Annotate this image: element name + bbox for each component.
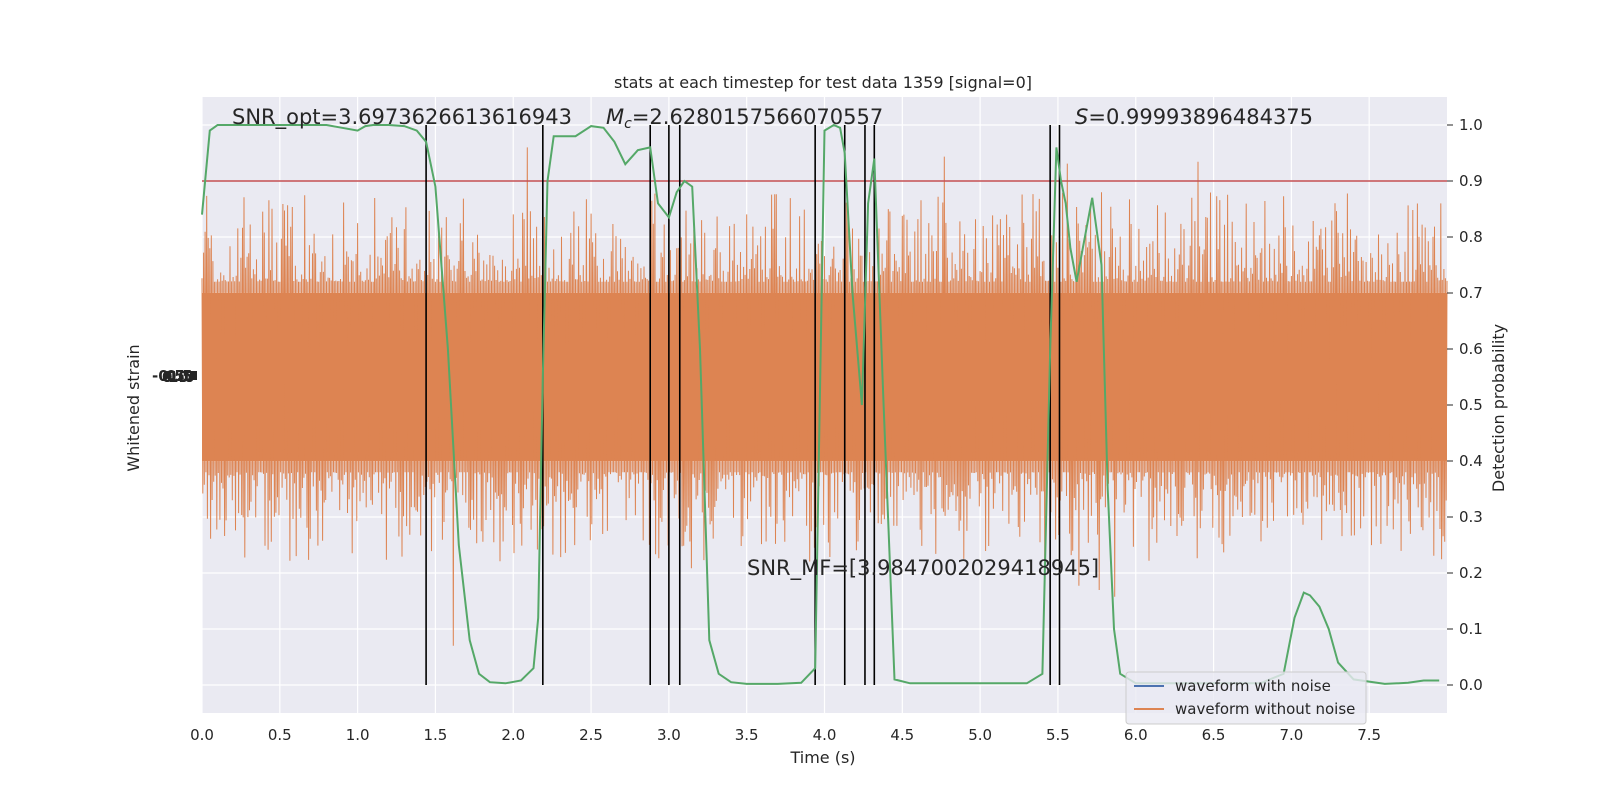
x-tick-label: 5.0 [968,726,992,744]
x-tick-label: 2.5 [579,726,603,744]
x-tick-label: 0.0 [190,726,214,744]
x-tick-label: 7.0 [1279,726,1303,744]
y-tick-label: 0.5 [1459,396,1483,414]
y-tick-label: 0.0 [1459,676,1483,694]
mc-annotation: Mc=2.6280157566070557 [606,105,883,132]
y-tick-label: 0.2 [1459,564,1483,582]
left-tick-mark [190,371,197,380]
left-tick-label: 0.5 [166,367,193,385]
waveform-without-noise-line [201,147,1448,646]
snr-opt-annotation: SNR_opt=3.6973626613616943 [232,105,572,130]
x-axis-label: Time (s) [789,748,855,767]
y-tick-label: 0.8 [1459,228,1483,246]
y-tick-label: 0.1 [1459,620,1483,638]
legend-label-waveform-without-noise: waveform without noise [1175,700,1355,718]
left-tick-label: -0.5 [152,367,185,385]
y-right-axis-ticks: 0.0 0.1 0.2 0.3 0.4 0.5 0.6 0.7 0.8 0.9 1.0 [1447,116,1483,694]
legend: waveform with noise waveform without noi… [1125,671,1367,725]
x-tick-label: 6.0 [1124,726,1148,744]
y-right-axis-label: Detection probability [1489,324,1508,492]
x-tick-label: 0.5 [268,726,292,744]
left-axis-collapsed-ticks: -0.50.00.51.0 [152,367,197,386]
x-tick-label: 4.0 [813,726,837,744]
x-tick-label: 7.5 [1357,726,1381,744]
x-tick-label: 5.5 [1046,726,1070,744]
legend-box [1125,671,1367,725]
x-tick-label: 6.5 [1202,726,1226,744]
s-annotation: S=0.99993896484375 [1075,105,1313,129]
x-tick-label: 3.5 [735,726,759,744]
y-tick-label: 0.9 [1459,172,1483,190]
snr-mf-annotation: SNR_MF=[3.9847002029418945] [747,556,1099,581]
series-waveform-without-noise [201,147,1448,646]
y-tick-label: 1.0 [1459,116,1483,134]
y-tick-label: 0.7 [1459,284,1483,302]
x-tick-label: 3.0 [657,726,681,744]
x-tick-label: 1.5 [424,726,448,744]
y-tick-label: 0.6 [1459,340,1483,358]
x-tick-label: 2.0 [501,726,525,744]
left-tick-label: 1.0 [168,368,195,386]
left-tick-label: 0.0 [162,368,189,386]
chart-title: stats at each timestep for test data 135… [614,73,1032,92]
legend-label-waveform-with-noise: waveform with noise [1175,677,1331,695]
x-tick-label: 1.0 [346,726,370,744]
x-axis-ticks: 0.0 0.5 1.0 1.5 2.0 2.5 3.0 3.5 4.0 4.5 5.0 5.5 6.0 6… [190,726,1381,744]
y-tick-label: 0.4 [1459,452,1483,470]
x-tick-label: 4.5 [890,726,914,744]
y-tick-label: 0.3 [1459,508,1483,526]
y-left-axis-label: Whitened strain [124,344,143,471]
